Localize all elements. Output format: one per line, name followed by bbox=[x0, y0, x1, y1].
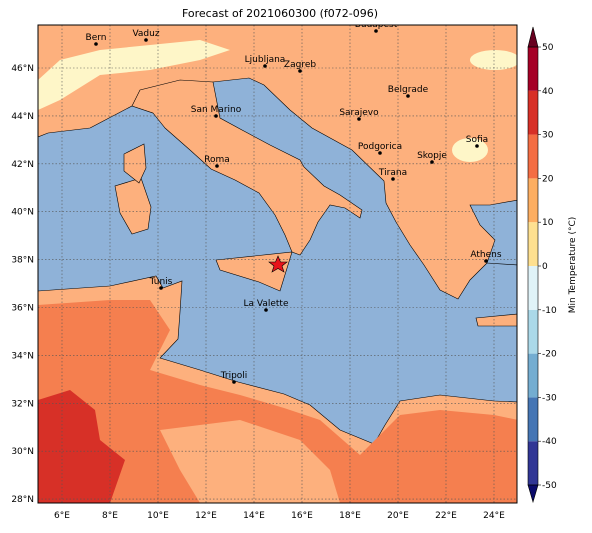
lon-label: 22°E bbox=[435, 511, 457, 521]
colorbar-tick-label: 50 bbox=[542, 43, 554, 53]
lat-label: 32°N bbox=[11, 399, 34, 409]
colorbar-extend bbox=[527, 26, 539, 48]
lat-label: 36°N bbox=[11, 304, 34, 314]
graticule bbox=[38, 25, 517, 503]
colorbar-tick-label: -40 bbox=[542, 437, 557, 447]
colorbar-segment bbox=[528, 178, 538, 223]
city-dot bbox=[357, 117, 361, 121]
colorbar-segment bbox=[528, 441, 538, 485]
cool-area bbox=[38, 40, 230, 110]
cool-area bbox=[452, 138, 488, 162]
city-dot bbox=[475, 144, 479, 148]
city-dot bbox=[374, 29, 378, 33]
city-label: Ljubljana bbox=[245, 55, 286, 65]
city-label: Vaduz bbox=[132, 29, 159, 39]
corsica bbox=[123, 143, 147, 184]
lon-label: 20°E bbox=[387, 511, 409, 521]
title: Forecast of 2021060300 (f072-096) bbox=[182, 7, 378, 20]
city-label: Podgorica bbox=[358, 142, 402, 152]
colorbar-segment bbox=[528, 353, 538, 398]
city-dot bbox=[406, 94, 410, 98]
lon-label: 12°E bbox=[195, 511, 217, 521]
colorbar-tick-label: 20 bbox=[542, 174, 554, 184]
city-dot bbox=[263, 64, 267, 68]
cool-area bbox=[470, 50, 517, 70]
city-label: Skopje bbox=[417, 151, 447, 161]
lon-label: 10°E bbox=[147, 511, 169, 521]
hot-area bbox=[38, 390, 125, 503]
sardinia bbox=[114, 177, 152, 235]
city-label: La Valette bbox=[244, 299, 289, 309]
lon-label: 18°E bbox=[339, 511, 361, 521]
colorbar-tick-label: 0 bbox=[542, 262, 548, 272]
lat-label: 46°N bbox=[11, 64, 34, 74]
colorbar-segment bbox=[528, 90, 538, 135]
colorbar-tick-label: -20 bbox=[542, 350, 557, 360]
colorbar-segment bbox=[528, 222, 538, 266]
colorbar-tick-label: -50 bbox=[542, 481, 557, 491]
colorbar-segment bbox=[528, 397, 538, 442]
city-label: Budapest bbox=[355, 20, 398, 30]
sea bbox=[469, 199, 517, 266]
city-label: Tirana bbox=[378, 168, 407, 178]
lat-label: 34°N bbox=[11, 351, 34, 361]
city-dot bbox=[94, 42, 98, 46]
city-label: Roma bbox=[204, 155, 230, 165]
city-dot bbox=[215, 164, 219, 168]
colorbar-label: Min Temperature (°C) bbox=[568, 217, 578, 314]
colorbar: -50 -40 -30 -20 -10 0 10 20 30 40 50 bbox=[527, 26, 557, 504]
colorbar-segment bbox=[528, 266, 538, 310]
colorbar-extend bbox=[527, 484, 539, 504]
city-dot bbox=[159, 286, 163, 290]
city-label: Athens bbox=[470, 250, 501, 260]
lon-label: 24°E bbox=[483, 511, 505, 521]
city-dot bbox=[378, 151, 382, 155]
colorbar-tick-label: 30 bbox=[542, 131, 554, 141]
colorbar-tick-label: -30 bbox=[542, 393, 557, 403]
crete bbox=[475, 313, 517, 327]
colorbar-segment bbox=[528, 309, 538, 354]
city-dot bbox=[144, 38, 148, 42]
map-frame bbox=[37, 24, 518, 504]
lat-label: 40°N bbox=[11, 208, 34, 218]
lat-label: 42°N bbox=[11, 160, 34, 170]
italy bbox=[131, 79, 363, 256]
city-label: Bern bbox=[86, 33, 107, 43]
city-dot bbox=[232, 380, 236, 384]
city-label: Tripoli bbox=[220, 371, 248, 381]
city-label: Tunis bbox=[149, 277, 173, 287]
city-dot bbox=[484, 259, 488, 263]
colorbar-tick-label: 10 bbox=[542, 218, 554, 228]
city-label: Sofia bbox=[466, 135, 488, 145]
lon-label: 16°E bbox=[291, 511, 313, 521]
city-label: Belgrade bbox=[388, 85, 429, 95]
lat-label: 30°N bbox=[11, 447, 34, 457]
colorbar-segment bbox=[528, 134, 538, 179]
city-label: Sarajevo bbox=[339, 108, 379, 118]
lat-label: 28°N bbox=[11, 495, 34, 505]
city-label: San Marino bbox=[191, 105, 242, 115]
lon-label: 8°E bbox=[102, 511, 118, 521]
colorbar-tick-label: 40 bbox=[542, 87, 554, 97]
city-dot bbox=[298, 69, 302, 73]
lat-label: 38°N bbox=[11, 256, 34, 266]
mild-area bbox=[160, 420, 340, 503]
city-dot bbox=[391, 177, 395, 181]
star-marker bbox=[268, 255, 288, 273]
colorbar-tick-label: -10 bbox=[542, 306, 557, 316]
lon-label: 6°E bbox=[54, 511, 70, 521]
lon-label: 14°E bbox=[243, 511, 265, 521]
lat-label: 44°N bbox=[11, 112, 34, 122]
city-label: Zagreb bbox=[284, 60, 316, 70]
colorbar-segment bbox=[528, 47, 538, 91]
city-dot bbox=[214, 114, 218, 118]
city-dot bbox=[264, 308, 268, 312]
city-dot bbox=[430, 160, 434, 164]
